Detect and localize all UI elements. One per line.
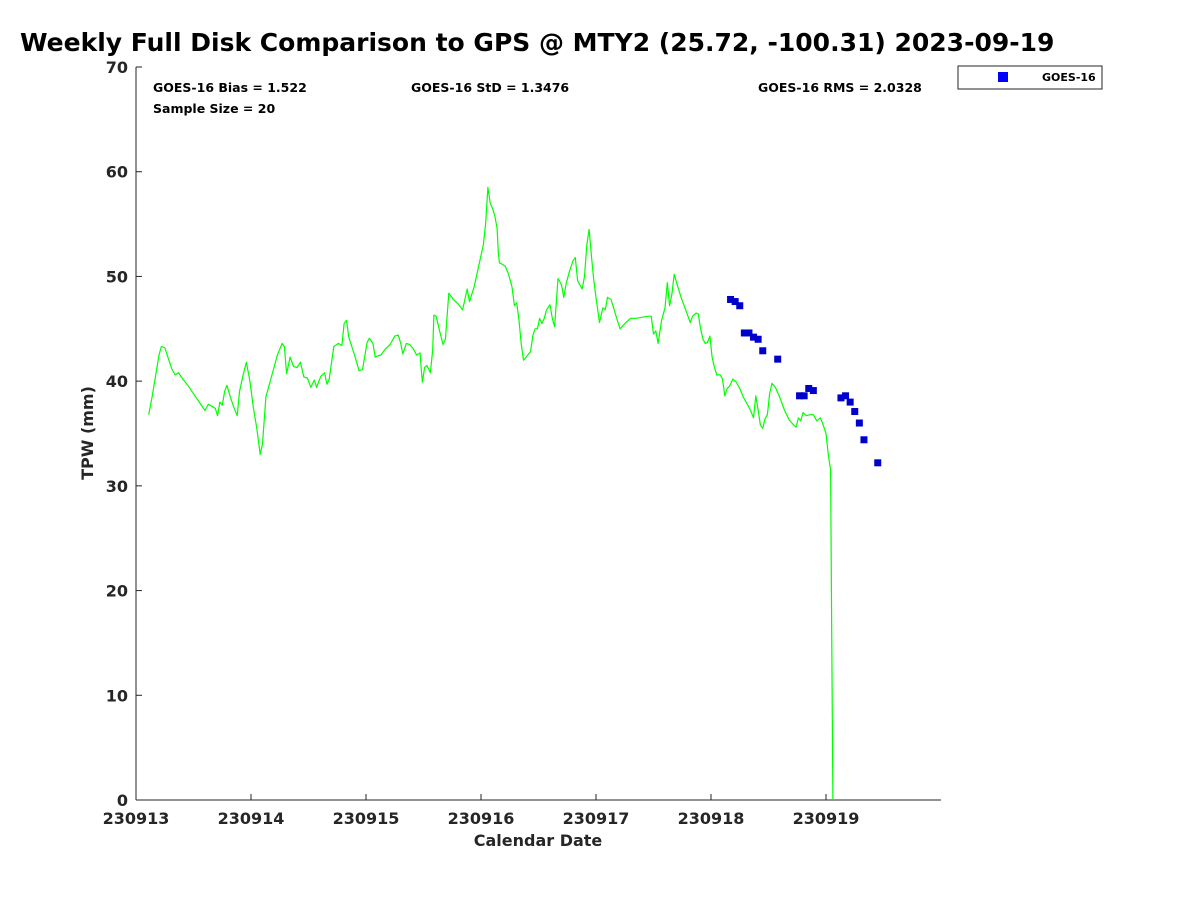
x-tick-label: 230914 bbox=[218, 809, 285, 828]
y-tick-label: 50 bbox=[106, 267, 128, 286]
goes16-point bbox=[736, 302, 744, 310]
legend-marker bbox=[998, 72, 1008, 82]
goes16-point bbox=[796, 392, 804, 400]
goes16-point bbox=[874, 459, 882, 467]
x-axis-ticks: 230913 230914 230915 230916 230917 230918 2309… bbox=[103, 794, 860, 828]
goes16-point bbox=[740, 329, 748, 337]
gps-tpw-line bbox=[148, 186, 834, 801]
goes16-point bbox=[759, 347, 767, 355]
y-tick-label: 0 bbox=[117, 791, 128, 810]
x-tick-label: 230916 bbox=[448, 809, 515, 828]
goes16-point bbox=[754, 335, 762, 343]
goes16-point bbox=[731, 298, 739, 306]
goes16-point bbox=[800, 392, 808, 400]
y-tick-label: 40 bbox=[106, 372, 128, 391]
goes16-point bbox=[837, 394, 845, 402]
goes16-point bbox=[851, 408, 859, 416]
goes16-point bbox=[727, 295, 735, 303]
legend-box bbox=[957, 65, 1103, 90]
y-tick-label: 30 bbox=[106, 477, 128, 496]
x-tick-label: 230913 bbox=[103, 809, 170, 828]
stat-std: GOES-16 StD = 1.3476 bbox=[411, 80, 569, 95]
y-tick-label: 20 bbox=[106, 582, 128, 601]
goes16-point bbox=[860, 436, 868, 444]
legend: GOES-16 bbox=[957, 65, 1103, 90]
chart-title: Weekly Full Disk Comparison to GPS @ MTY… bbox=[20, 28, 1055, 57]
x-axis-title: Calendar Date bbox=[474, 831, 603, 850]
goes16-point bbox=[805, 384, 813, 392]
y-axis-ticks: 0 10 20 30 40 50 60 70 bbox=[106, 58, 142, 810]
y-tick-label: 70 bbox=[106, 58, 128, 77]
x-tick-label: 230915 bbox=[333, 809, 400, 828]
goes16-point bbox=[855, 419, 863, 427]
stat-bias: GOES-16 Bias = 1.522 bbox=[153, 80, 307, 95]
x-tick-label: 230917 bbox=[563, 809, 630, 828]
legend-label: GOES-16 bbox=[1042, 71, 1096, 84]
goes16-point bbox=[842, 392, 850, 400]
series-layer bbox=[148, 186, 882, 801]
stat-sample-size: Sample Size = 20 bbox=[153, 101, 275, 116]
x-tick-label: 230919 bbox=[793, 809, 860, 828]
y-tick-label: 60 bbox=[106, 163, 128, 182]
y-tick-label: 10 bbox=[106, 686, 128, 705]
y-axis-title: TPW (mm) bbox=[78, 386, 97, 480]
stat-rms: GOES-16 RMS = 2.0328 bbox=[758, 80, 922, 95]
goes16-point bbox=[846, 398, 854, 406]
x-tick-label: 230918 bbox=[678, 809, 745, 828]
goes16-point bbox=[809, 387, 817, 395]
goes16-point bbox=[750, 333, 758, 341]
goes16-point bbox=[774, 355, 782, 363]
goes16-point bbox=[745, 329, 753, 337]
